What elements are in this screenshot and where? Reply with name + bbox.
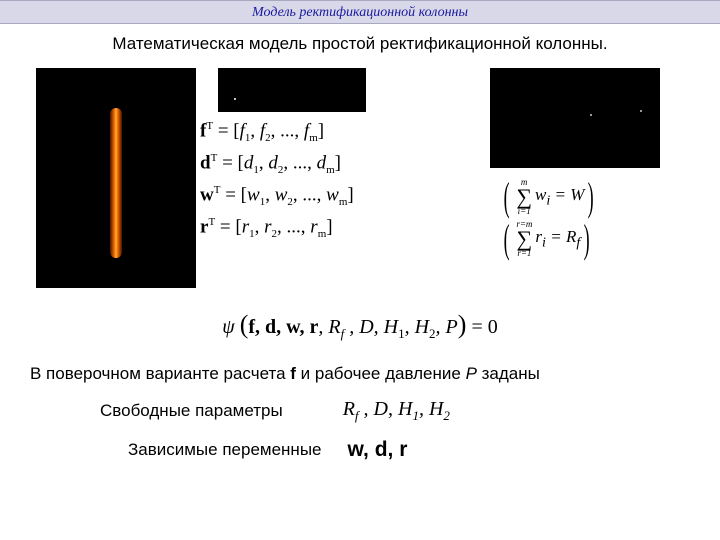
- free-params-label: Свободные параметры: [100, 401, 283, 421]
- column-bar: [110, 108, 122, 258]
- sum-r-lower: r=1: [517, 249, 531, 258]
- right-column: ( m ∑ i=1 wi = W ) ( r=m ∑ r=1 ri = Rf ): [480, 68, 710, 260]
- dep-vars-label: Зависимые переменные: [128, 440, 322, 460]
- vector-r: rT = [r1, r2, ..., rm]: [200, 216, 480, 240]
- dep-vars-row: Зависимые переменные w, d, r: [128, 438, 720, 462]
- distillation-column-figure: [36, 68, 196, 288]
- line1-a: В поверочном варианте расчета: [30, 364, 290, 383]
- dep-vars-expr: w, d, r: [348, 438, 408, 462]
- verification-text: В поверочном варианте расчета f и рабоче…: [30, 364, 720, 384]
- vector-f: fT = [f1, f2, ..., fm]: [200, 120, 480, 144]
- sum-w: ( m ∑ i=1 wi = W ): [500, 176, 710, 218]
- top-black-box: [218, 68, 366, 112]
- page-header: Модель ректификационной колонны: [0, 0, 720, 24]
- page-subtitle: Математическая модель простой ректификац…: [0, 34, 720, 54]
- main-content-row: fT = [f1, f2, ..., fm] dT = [d1, d2, ...…: [0, 68, 720, 288]
- sum-w-lower: i=1: [518, 207, 531, 216]
- left-column: [0, 68, 200, 288]
- vector-definitions: fT = [f1, f2, ..., fm] dT = [d1, d2, ...…: [200, 120, 480, 241]
- line1-P: P: [466, 364, 477, 383]
- vector-w: wT = [w1, w2, ..., wm]: [200, 184, 480, 208]
- right-black-box: [490, 68, 660, 168]
- free-params-row: Свободные параметры Rf , D, H1, H2: [100, 398, 720, 424]
- line1-c: заданы: [477, 364, 540, 383]
- vector-d: dT = [d1, d2, ..., dm]: [200, 152, 480, 176]
- sum-equations: ( m ∑ i=1 wi = W ) ( r=m ∑ r=1 ri = Rf ): [500, 176, 710, 260]
- free-params-expr: Rf , D, H1, H2: [343, 398, 450, 424]
- line1-b: и рабочее давление: [296, 364, 466, 383]
- middle-column: fT = [f1, f2, ..., fm] dT = [d1, d2, ...…: [200, 68, 480, 249]
- psi-equation: ψ (f, d, w, r, Rf , D, H1, H2, P) = 0: [0, 310, 720, 342]
- sum-r: ( r=m ∑ r=1 ri = Rf ): [500, 218, 710, 260]
